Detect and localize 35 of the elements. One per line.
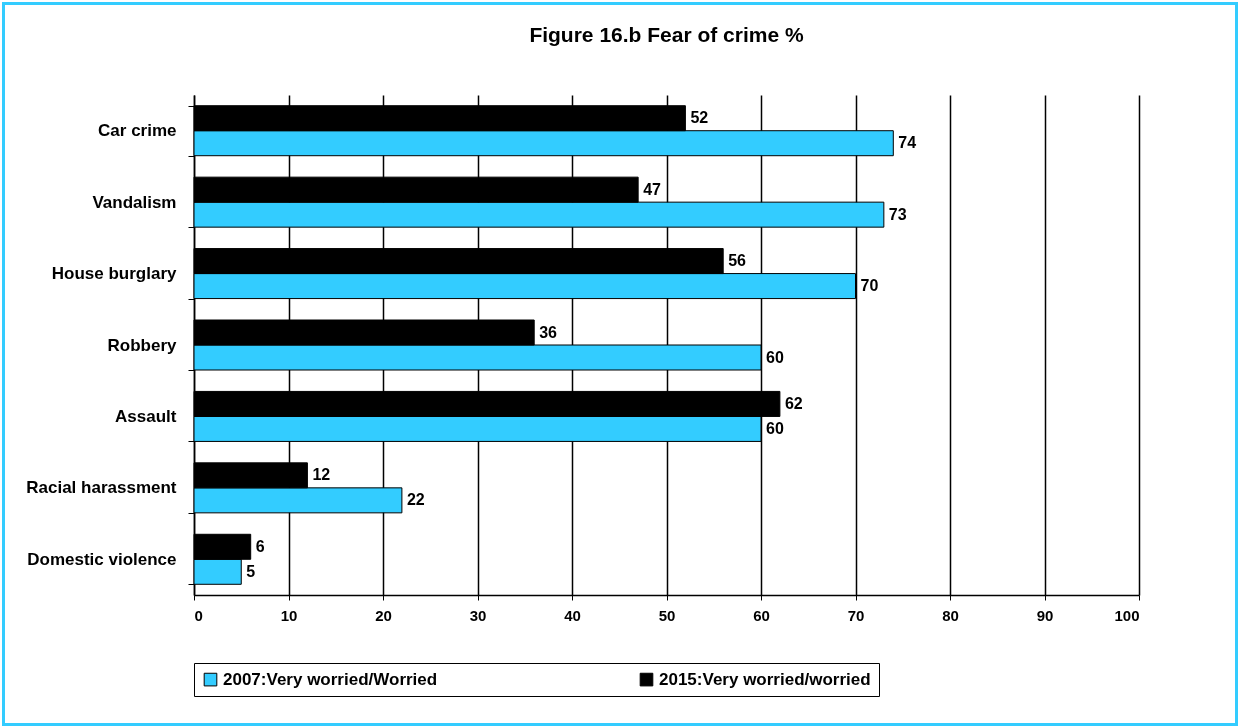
data-label: 70 — [860, 277, 879, 295]
data-label: 47 — [643, 180, 662, 198]
x-tick-label: 0 — [194, 606, 203, 624]
data-label: 52 — [690, 109, 709, 127]
data-label: 6 — [255, 537, 265, 555]
data-label: 5 — [246, 562, 256, 580]
y-tick-label: Car crime — [98, 121, 177, 141]
x-tick-label: 70 — [847, 606, 865, 624]
data-label: 73 — [888, 205, 907, 223]
x-tick-label: 40 — [564, 606, 581, 624]
data-label: 22 — [406, 491, 425, 509]
x-tick-label: 100 — [1114, 606, 1140, 624]
x-tick-label: 90 — [1036, 606, 1054, 624]
x-tick-label: 30 — [469, 606, 487, 624]
legend-label: 2007:Very worried/Worried — [223, 669, 438, 689]
data-label: 74 — [898, 134, 917, 152]
y-tick-label: Vandalism — [92, 192, 177, 212]
x-tick-label: 50 — [658, 606, 676, 624]
x-tick-label: 80 — [942, 606, 959, 624]
chart-title: Figure 16.b Fear of crime % — [529, 23, 804, 46]
y-tick-label: Assault — [115, 406, 177, 426]
x-tick-label: 60 — [753, 606, 770, 624]
y-tick-label: House burglary — [51, 264, 178, 284]
x-tick-label: 20 — [375, 606, 392, 624]
data-label: 12 — [312, 466, 331, 484]
data-label: 60 — [766, 348, 784, 366]
y-tick-label: Domestic violence — [27, 549, 177, 569]
legend-label: 2015:Very worried/worried — [659, 669, 871, 689]
x-tick-label: 10 — [280, 606, 298, 624]
data-label: 36 — [539, 323, 558, 341]
data-label: 56 — [728, 252, 747, 270]
data-label: 60 — [766, 419, 784, 437]
y-tick-label: Racial harassment — [26, 478, 177, 498]
data-label: 62 — [784, 394, 803, 412]
y-tick-label: Robbery — [107, 335, 178, 355]
